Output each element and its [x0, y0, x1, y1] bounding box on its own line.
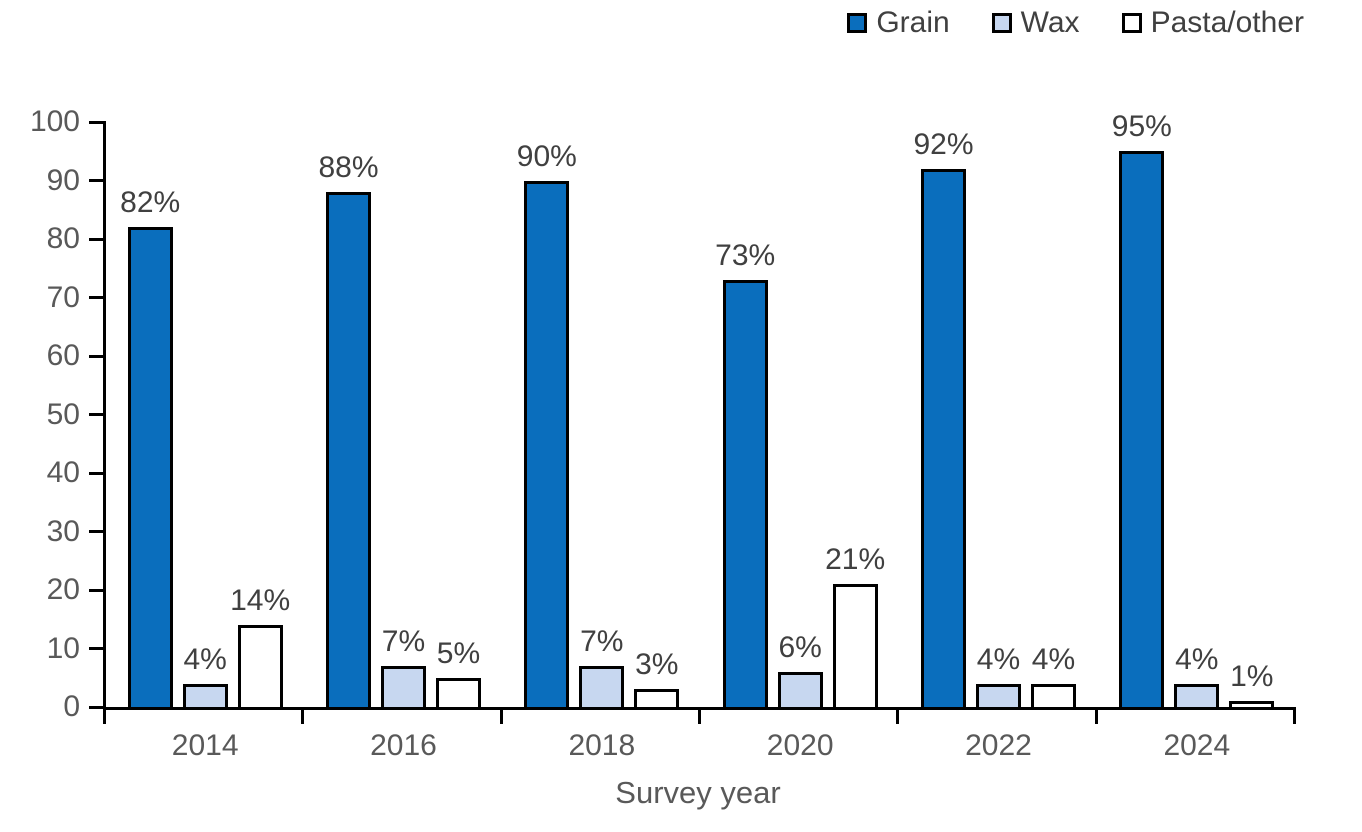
y-tick — [89, 705, 106, 709]
y-tick-label: 70 — [46, 280, 80, 314]
bar-pasta-other-2018 — [634, 689, 680, 707]
bar-grain-2014 — [127, 227, 173, 707]
bar-label: 4% — [183, 642, 227, 676]
y-tick-label: 80 — [46, 222, 80, 255]
bar-pasta-other-2022 — [1030, 683, 1076, 707]
x-tick — [1293, 707, 1296, 724]
bar-wax-2014 — [182, 683, 228, 707]
bar-wax-2022 — [975, 683, 1021, 707]
bar-wax-2016 — [380, 666, 426, 707]
bar-group-2022: 92% 4% 4% — [899, 122, 1097, 707]
x-tick-label: 2018 — [568, 729, 636, 762]
bar-label: 88% — [318, 151, 379, 185]
bar-label: 6% — [778, 630, 822, 664]
bar-label: 82% — [120, 186, 181, 220]
x-tick-label: 2022 — [965, 729, 1032, 762]
bar-group-2016: 88% 7% 5% — [304, 122, 502, 707]
bar-group-2024: 95% 4% 1% — [1098, 111, 1296, 707]
legend-label-grain: Grain — [876, 6, 950, 39]
bar-label: 7% — [381, 625, 426, 659]
bar-grain-2022 — [920, 168, 966, 707]
y-tick — [89, 296, 106, 299]
plot-area: 0 10 20 30 40 50 60 70 80 90 100 82% 4% 14% 2014 88% 7% 5… — [30, 105, 1296, 762]
x-tick-label: 2024 — [1163, 729, 1231, 762]
bar-pasta-other-2016 — [435, 677, 481, 707]
y-tick-label: 20 — [46, 573, 80, 606]
x-tick — [301, 707, 305, 724]
bar-label: 4% — [1175, 642, 1219, 676]
x-tick — [103, 707, 106, 724]
y-tick — [89, 120, 106, 124]
bar-label: 95% — [1111, 110, 1172, 144]
bar-grain-2020 — [722, 279, 768, 707]
x-tick-label: 2014 — [171, 729, 239, 762]
bar-pasta-other-2014 — [237, 625, 283, 707]
y-tick — [89, 354, 106, 358]
legend: Grain Wax Pasta/other — [847, 6, 1304, 40]
y-tick-label: 0 — [63, 690, 80, 723]
bar-label: 1% — [1230, 660, 1274, 694]
bar-label: 73% — [715, 238, 776, 272]
bar-label: 5% — [436, 636, 481, 670]
y-tick — [89, 530, 106, 533]
bar-label: 7% — [580, 625, 624, 659]
x-tick-label: 2020 — [766, 729, 834, 762]
legend-item-wax: Wax — [991, 6, 1080, 40]
bar-label: 90% — [516, 139, 577, 173]
y-tick-label: 90 — [46, 163, 80, 197]
bar-label: 92% — [913, 127, 974, 161]
bar-wax-2024 — [1174, 683, 1220, 707]
x-tick-label: 2016 — [370, 729, 437, 762]
bar-pasta-other-2024 — [1229, 701, 1275, 707]
y-tick — [89, 237, 106, 241]
x-axis-title: Survey year — [615, 775, 781, 810]
bar-wax-2020 — [777, 671, 823, 707]
x-tick — [698, 707, 701, 724]
legend-item-grain: Grain — [847, 6, 950, 40]
legend-label-pasta-other: Pasta/other — [1150, 6, 1304, 39]
bar-label: 3% — [635, 648, 679, 682]
bar-label: 4% — [976, 642, 1021, 676]
legend-swatch-wax-icon — [991, 13, 1012, 33]
x-tick — [896, 707, 900, 724]
y-tick — [89, 179, 106, 182]
bar-label: 21% — [825, 543, 886, 577]
y-tick-label: 40 — [46, 456, 80, 489]
bar-label: 14% — [230, 584, 291, 618]
y-tick-label: 60 — [46, 339, 80, 372]
y-tick — [89, 588, 106, 592]
bar-grain-2016 — [325, 192, 371, 707]
bar-grain-2018 — [524, 180, 570, 707]
legend-swatch-pasta-other-icon — [1121, 13, 1142, 33]
y-tick-label: 50 — [46, 397, 80, 431]
legend-swatch-grain-icon — [847, 13, 868, 33]
bar-wax-2018 — [579, 666, 625, 707]
x-tick — [1094, 707, 1098, 724]
bar-group-2020: 73% 6% 21% — [701, 122, 899, 707]
bar-group-2018: 90% 7% 3% — [503, 122, 701, 707]
bar-group-2014: 82% 4% 14% — [106, 122, 304, 707]
x-tick — [499, 707, 503, 724]
y-tick — [89, 647, 106, 650]
bar-grain-2024 — [1119, 151, 1165, 707]
y-tick — [89, 471, 106, 475]
y-tick-label: 100 — [29, 105, 80, 138]
y-tick — [89, 413, 106, 416]
bar-pasta-other-2020 — [832, 584, 878, 707]
bar-label: 4% — [1031, 642, 1076, 676]
y-tick-label: 10 — [46, 631, 80, 665]
legend-label-wax: Wax — [1020, 6, 1080, 39]
y-tick-label: 30 — [46, 514, 80, 548]
legend-item-pasta-other: Pasta/other — [1121, 6, 1304, 40]
